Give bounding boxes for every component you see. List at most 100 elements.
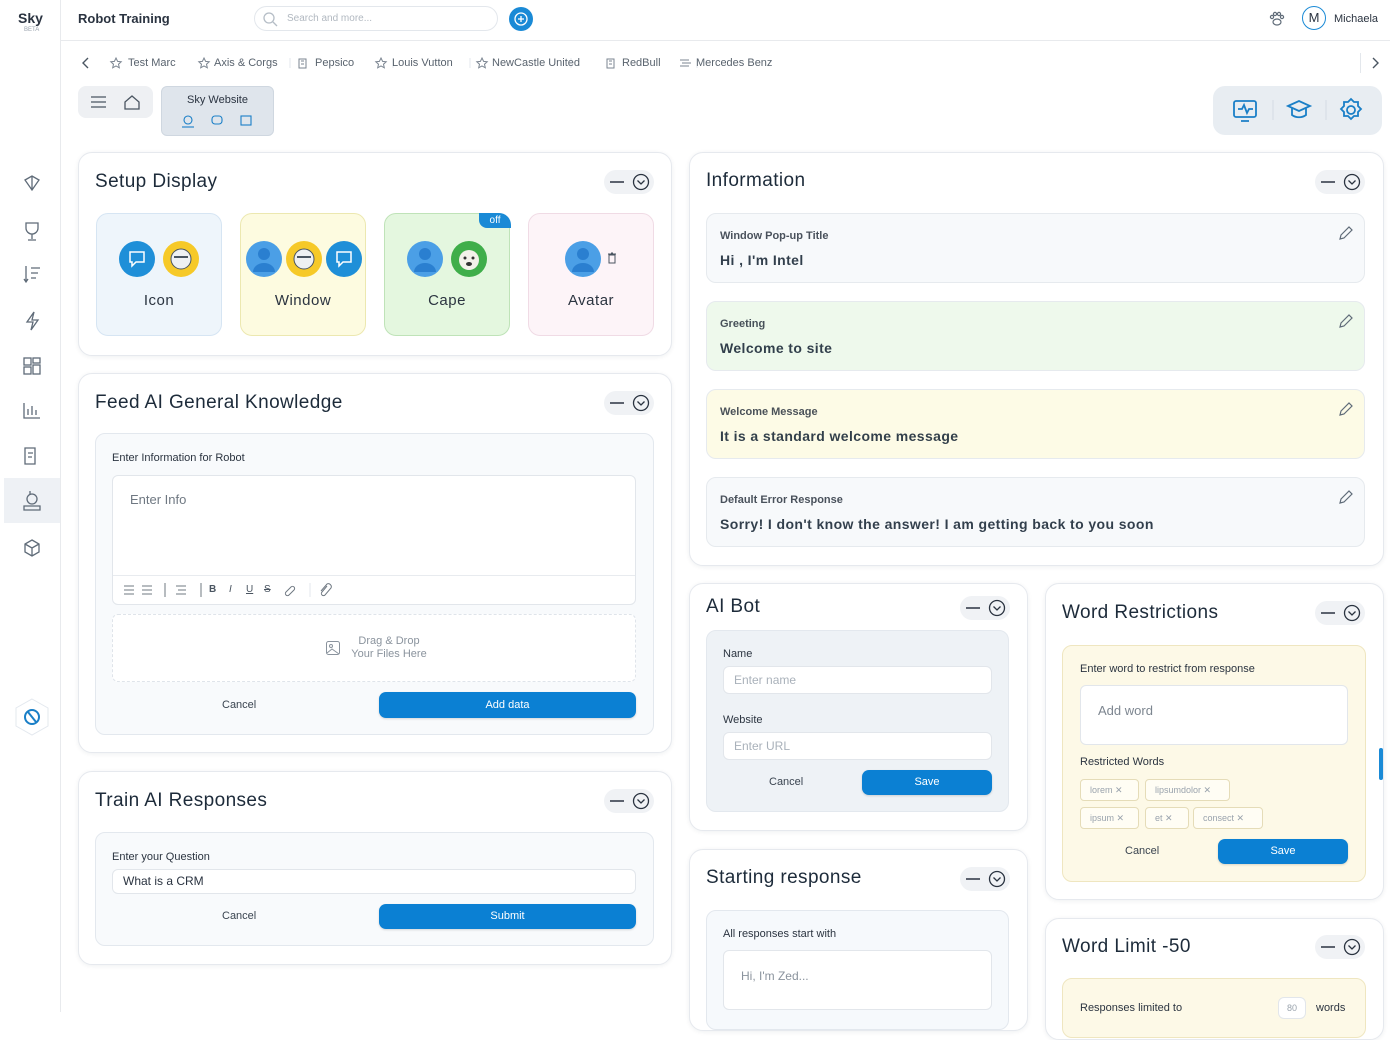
name-input[interactable]: Enter name — [723, 666, 992, 694]
cancel-button[interactable]: Cancel — [222, 910, 257, 922]
word-chip[interactable]: ipsum ✕ — [1080, 807, 1139, 829]
collapse-control[interactable] — [960, 596, 1010, 620]
user-avatar[interactable] — [1302, 6, 1326, 30]
chip-text: lorem — [1090, 785, 1113, 795]
option-tile[interactable]: Avatar — [528, 213, 654, 336]
scroll-indicator — [1379, 748, 1383, 780]
collapse-control[interactable] — [1315, 170, 1365, 194]
logo-sub: BETA — [24, 27, 40, 33]
save-button[interactable]: Save — [862, 770, 992, 795]
info-item: Default Error Response Sorry! I don't kno… — [706, 477, 1365, 547]
word-chip[interactable]: et ✕ — [1145, 807, 1189, 829]
card-title: Train AI Responses — [95, 790, 268, 811]
tabs-prev[interactable] — [80, 56, 92, 70]
card-title: Information — [706, 170, 806, 191]
off-badge — [479, 213, 511, 228]
drop-icon — [326, 641, 340, 655]
sidebar-bottom-icon[interactable] — [12, 697, 52, 737]
option-tile[interactable]: Icon — [96, 213, 222, 336]
cancel-button[interactable]: Cancel — [222, 699, 257, 711]
card-title: Setup Display — [95, 171, 218, 192]
tab[interactable]: Pepsico — [315, 57, 355, 69]
sidebar-icons — [23, 175, 41, 557]
drop-line1: Drag & Drop — [358, 635, 420, 647]
info-item: Welcome Message It is a standard welcome … — [706, 389, 1365, 459]
field-label: Name — [723, 648, 753, 660]
cancel-button[interactable]: Cancel — [769, 776, 804, 788]
tab[interactable]: NewCastle United — [492, 57, 581, 69]
submit-button[interactable]: Submit — [379, 904, 636, 929]
element — [246, 241, 362, 277]
site-chip[interactable] — [161, 86, 274, 136]
collapse-control[interactable] — [604, 391, 654, 415]
collapse-control[interactable] — [1315, 935, 1365, 959]
site-chip-icons — [182, 115, 252, 128]
search-placeholder: Search and more... — [287, 13, 373, 24]
editor-list-icons[interactable] — [120, 582, 320, 598]
field-label: Website — [723, 714, 763, 726]
chip-text: ipsum — [1090, 813, 1115, 823]
word-input[interactable]: Add word — [1080, 685, 1348, 745]
submit-button[interactable]: Add data — [379, 692, 636, 718]
search-box[interactable] — [254, 6, 498, 31]
field-label: Responses limited to — [1080, 1002, 1183, 1014]
question-input[interactable]: What is a CRM — [112, 869, 636, 894]
rich-text-editor[interactable] — [112, 475, 636, 605]
option-tile[interactable]: Window — [240, 213, 366, 336]
drop-zone[interactable] — [112, 614, 636, 682]
limit-unit: words — [1316, 1002, 1346, 1014]
paw-icon[interactable] — [1267, 9, 1287, 29]
save-button[interactable]: Save — [1218, 839, 1348, 864]
word-chip[interactable]: consect ✕ — [1193, 807, 1263, 829]
tab[interactable]: Test Marc — [128, 57, 176, 69]
collapse-icon — [1321, 938, 1361, 956]
info-item: Greeting Welcome to site — [706, 301, 1365, 371]
starting-input[interactable]: Hi, I'm Zed... — [723, 950, 992, 1010]
chip-text: lipsumdolor — [1155, 785, 1202, 795]
collapse-control[interactable] — [960, 867, 1010, 891]
edit-icons[interactable] — [1338, 225, 1354, 515]
user-initial: M — [1308, 10, 1320, 25]
collapse-control[interactable] — [604, 170, 654, 194]
tab[interactable]: Louis Vutton — [392, 57, 453, 69]
view-icons[interactable] — [1213, 86, 1382, 135]
info-value: Hi , I'm Intel — [720, 252, 804, 268]
search-icon — [263, 12, 278, 27]
info-value: It is a standard welcome message — [720, 428, 959, 444]
tab[interactable]: RedBull — [622, 57, 661, 69]
info-label: Greeting — [720, 318, 766, 330]
field-label: Enter Information for Robot — [112, 452, 245, 464]
collapse-icon — [610, 394, 650, 412]
website-input[interactable]: Enter URL — [723, 732, 992, 760]
info-label: Default Error Response — [720, 494, 843, 506]
info-label: Window Pop-up Title — [720, 230, 829, 242]
drop-line2: Your Files Here — [351, 648, 427, 660]
collapse-icon — [1321, 173, 1361, 191]
add-button[interactable] — [508, 6, 534, 32]
nav-icons[interactable] — [78, 86, 153, 118]
toolbar-strike[interactable]: S — [264, 584, 271, 595]
limit-input[interactable]: 80 — [1278, 997, 1306, 1019]
word-chip[interactable]: lipsumdolor ✕ — [1145, 779, 1230, 801]
tabs-divider — [1360, 53, 1361, 73]
tabs-next[interactable] — [1369, 56, 1381, 70]
tab[interactable]: Axis & Corgs — [214, 57, 278, 69]
collapse-icon — [966, 870, 1006, 888]
toolbar-italic[interactable]: I — [229, 584, 232, 595]
collapse-control[interactable] — [604, 789, 654, 813]
field-label: Enter your Question — [112, 851, 210, 863]
collapse-control[interactable] — [1315, 601, 1365, 625]
editor-placeholder: Enter Info — [130, 492, 187, 507]
element — [119, 241, 199, 277]
card-title: Feed AI General Knowledge — [95, 392, 343, 413]
toolbar-bold[interactable]: B — [209, 584, 217, 595]
word-chip[interactable]: lorem ✕ — [1080, 779, 1139, 801]
field-label: Restricted Words — [1080, 756, 1165, 768]
attach-icon[interactable] — [318, 582, 332, 598]
sidebar — [0, 0, 61, 1012]
toolbar-underline[interactable]: U — [246, 584, 254, 595]
tab[interactable]: Mercedes Benz — [696, 57, 773, 69]
cancel-button[interactable]: Cancel — [1125, 845, 1160, 857]
option-tile[interactable]: Cape off — [384, 213, 511, 336]
